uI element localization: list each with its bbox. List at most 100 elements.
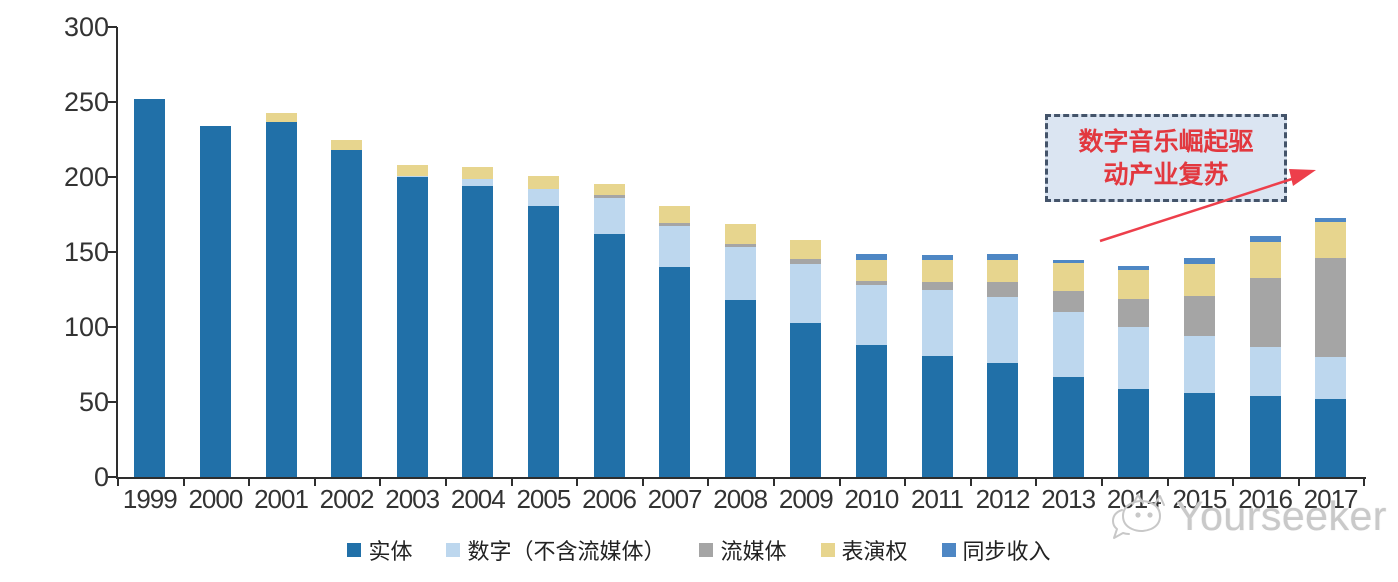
bar-segment (1249, 346, 1281, 396)
x-axis-tick (1035, 479, 1038, 486)
x-axis-label: 2014 (1106, 484, 1162, 514)
bar-segment (921, 355, 953, 477)
bar-segment (1183, 264, 1215, 296)
bar-segment (462, 166, 494, 179)
bar-segment (199, 126, 231, 477)
x-axis-label: 2001 (254, 484, 309, 514)
brand-logo-icon (1112, 494, 1165, 539)
bar-segment (724, 300, 756, 477)
bar-segment (1249, 396, 1281, 477)
bar-segment (1183, 336, 1215, 393)
legend-swatch (446, 543, 461, 557)
bar-segment (527, 205, 559, 477)
bar-segment (855, 285, 887, 345)
bar-segment (724, 243, 756, 247)
legend-item: 同步收入 (941, 534, 1051, 566)
bar-segment (659, 205, 691, 223)
bar-segment (331, 150, 363, 477)
legend-item: 流媒体 (699, 534, 787, 566)
bar-segment (331, 139, 363, 150)
y-axis-tick (108, 476, 117, 478)
x-axis-label: 2003 (385, 484, 440, 514)
y-axis-label: 100 (63, 312, 109, 342)
x-axis-tick (248, 479, 251, 486)
bar-segment (1052, 312, 1084, 377)
bar-segment (593, 234, 625, 477)
bar-segment (462, 178, 494, 186)
legend-swatch (820, 543, 835, 557)
x-axis-label: 2016 (1238, 484, 1293, 514)
bar-segment (1315, 222, 1347, 258)
legend-label: 同步收入 (962, 540, 1051, 565)
y-axis-tick (108, 326, 117, 328)
bar-segment (987, 259, 1019, 282)
legend-item: 数字（不含流媒体） (446, 534, 665, 566)
x-axis-tick (1297, 479, 1300, 486)
x-axis-tick (1232, 479, 1235, 486)
x-axis-tick (1101, 479, 1103, 486)
bar-segment (527, 175, 559, 189)
watermark: Yourseeker (1108, 490, 1387, 542)
x-axis-tick (904, 479, 907, 486)
y-axis-tick (108, 401, 117, 403)
bar-segment (265, 121, 297, 477)
x-axis-label: 2002 (319, 484, 375, 514)
x-axis-label: 2015 (1172, 484, 1227, 514)
bar-segment (1315, 258, 1347, 357)
y-axis-label: 300 (63, 12, 109, 42)
bar-segment (1249, 236, 1281, 242)
bar-segment (1249, 277, 1281, 347)
x-axis-tick (182, 479, 185, 486)
bar-segment (855, 345, 887, 477)
bar-segment (855, 280, 887, 285)
x-axis-label: 2004 (450, 484, 506, 514)
x-axis-label: 2000 (188, 484, 243, 514)
bar-segment (921, 260, 953, 282)
bar-segment (1249, 241, 1281, 278)
bar-segment (790, 322, 822, 477)
annotation-line2: 动产业复苏 (1103, 160, 1229, 189)
bar-segment (724, 246, 756, 300)
x-axis-label: 2008 (713, 484, 768, 514)
x-axis-label: 2005 (516, 484, 571, 514)
x-axis-label: 2011 (911, 484, 964, 514)
bar-segment (593, 183, 625, 195)
bar-segment (134, 99, 166, 477)
x-axis-tick (773, 479, 775, 486)
bar-segment (659, 267, 691, 477)
bar-segment (1118, 265, 1150, 270)
x-axis-label: 2013 (1041, 484, 1096, 514)
legend-label: 表演权 (841, 540, 908, 565)
y-axis-tick (108, 176, 117, 178)
y-axis-line (116, 27, 118, 479)
bar-segment (265, 112, 297, 122)
legend-swatch (941, 543, 956, 557)
bar-segment (527, 189, 559, 206)
legend-item: 实体 (347, 534, 412, 566)
bar-segment (921, 255, 953, 261)
bar-segment (987, 363, 1019, 477)
bar-segment (855, 259, 887, 281)
y-axis-label: 200 (63, 162, 109, 192)
brand-name: Yourseeker (1176, 492, 1387, 539)
x-axis-tick (969, 479, 972, 486)
bar-segment (1183, 258, 1215, 264)
bar-segment (593, 198, 625, 234)
x-axis-tick (1363, 479, 1366, 486)
y-axis-label: 50 (78, 387, 109, 417)
x-axis-label: 2009 (778, 484, 834, 514)
bar-segment (987, 297, 1019, 363)
bar-segment (593, 195, 625, 198)
bar-segment (790, 240, 822, 259)
legend-label: 实体 (368, 540, 413, 565)
legend-swatch (347, 543, 362, 557)
x-axis-tick (707, 479, 710, 486)
y-axis-label: 150 (63, 237, 109, 267)
x-axis-label: 2012 (975, 484, 1031, 514)
bar-segment (462, 186, 494, 477)
bar-segment (396, 175, 428, 177)
y-axis-tick (108, 26, 117, 28)
bar-segment (659, 222, 691, 226)
bar-segment (1183, 393, 1215, 477)
